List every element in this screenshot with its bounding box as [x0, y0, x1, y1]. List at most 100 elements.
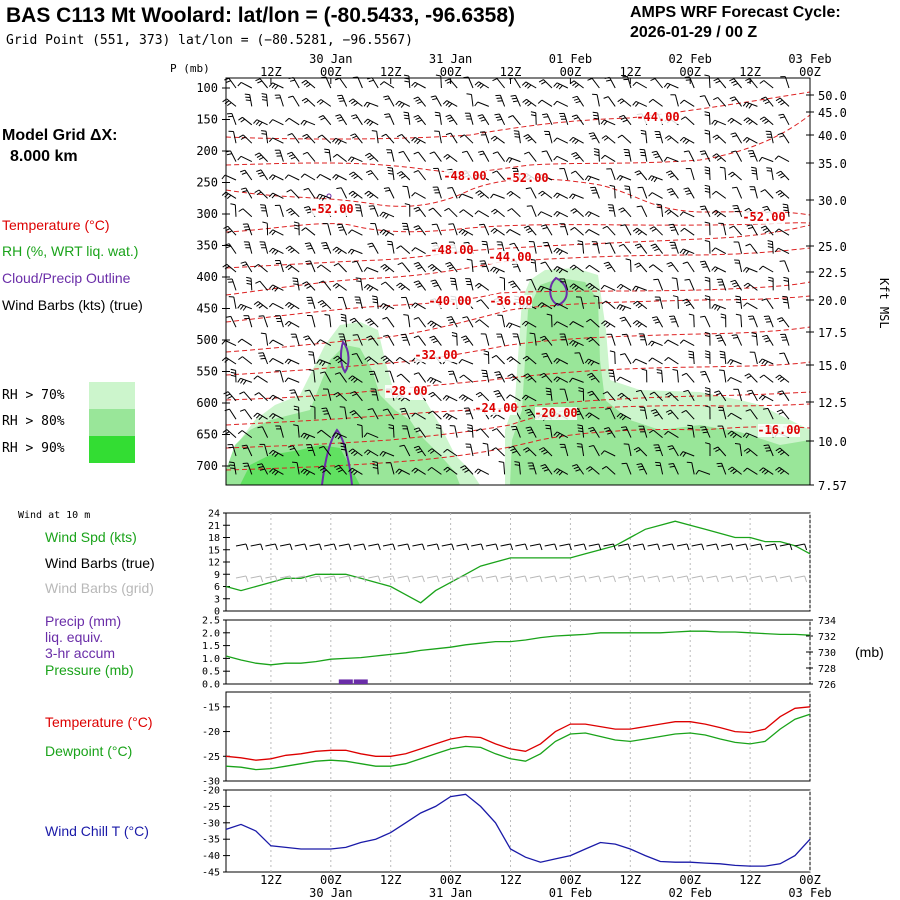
wind-barb-flag: [444, 78, 450, 82]
wind-barb-flag: [656, 203, 662, 206]
bottom-axis-hour-label: 12Z: [380, 873, 402, 887]
wind-barb-flag: [304, 389, 310, 392]
wind-barb: [418, 317, 427, 328]
wind-barb: [749, 409, 758, 420]
wind-barb-flag: [256, 463, 263, 466]
wind-barb-flag: [417, 266, 423, 270]
wind-barb-flag: [602, 225, 608, 230]
wind-barb: [376, 296, 379, 309]
wind-barb-flag: [430, 393, 436, 398]
wind-barb-flag: [462, 316, 468, 319]
wind-barb: [781, 409, 790, 420]
temp-contour-label: -36.00: [489, 294, 532, 308]
wind-barb: [605, 135, 616, 144]
wind-barb-flag: [702, 266, 708, 268]
wind-barb: [752, 315, 758, 328]
bottom-axis-hour-label: 00Z: [679, 873, 701, 887]
wind-barb-flag: [435, 114, 441, 117]
wind-barb-flag: [238, 356, 243, 361]
wind-barb-flag: [286, 207, 291, 212]
wind-barb-flag: [775, 374, 780, 379]
wind-barb-flag: [651, 316, 657, 319]
wind-barb-flag: [442, 413, 448, 418]
wind-barb-flag: [542, 113, 548, 116]
wind10m-barb-flag: [333, 543, 337, 551]
wind-barb-flag: [292, 280, 298, 282]
wind-barb-flag: [719, 353, 725, 356]
wind-barb: [540, 211, 553, 218]
wind-barb: [307, 188, 316, 199]
wind-barb: [556, 266, 569, 273]
wind-barb-flag: [512, 428, 518, 431]
temp-contour-40: [225, 281, 811, 323]
wind-barb-flag: [616, 412, 621, 418]
legend-rh80-swatch: [89, 409, 135, 436]
wind-barb: [368, 356, 379, 365]
wind-barb-flag: [256, 169, 262, 172]
wind-barb-flag: [483, 350, 489, 353]
wind-barb-flag: [777, 376, 783, 381]
top-axis-hour-label: 00Z: [440, 65, 462, 79]
wind-barb-flag: [356, 424, 363, 427]
wind-barb-flag: [255, 280, 261, 284]
wind-barb-flag: [556, 359, 561, 364]
wind-barb-flag: [632, 358, 637, 364]
wind-barb-flag: [682, 452, 687, 457]
wind-barb-flag: [587, 284, 593, 289]
wind-barb-flag: [255, 120, 260, 126]
wind-barb-flag: [274, 452, 279, 458]
wind-barb-flag: [382, 408, 388, 411]
wind-barb: [298, 407, 300, 420]
wind-barb: [546, 150, 553, 162]
wind10m-grid-barb: [765, 575, 776, 579]
wind-barb-flag: [463, 231, 469, 237]
wind-barb-flag: [590, 361, 595, 366]
wind-barb: [592, 427, 600, 438]
wind-barb-flag: [639, 468, 645, 471]
wind-barb-flag: [301, 97, 307, 102]
bottom-axis-date-label: 02 Feb: [669, 886, 712, 900]
wind-barb-flag: [589, 393, 595, 396]
wind-barb-flag: [730, 150, 737, 153]
wind10m-barb-flag: [745, 543, 749, 551]
wind-barb-flag: [227, 395, 233, 399]
wind-barb: [640, 390, 648, 402]
wind-barb-flag: [372, 461, 378, 463]
wind-barb-flag: [779, 378, 785, 383]
wind-barb: [387, 408, 395, 420]
wind-barb-flag: [268, 119, 273, 124]
wind-barb: [309, 242, 316, 254]
wind-barb-flag: [777, 191, 783, 196]
wind-barb: [290, 208, 300, 218]
wind-barb-flag: [242, 380, 247, 385]
wind-barb-flag: [779, 470, 785, 475]
wind-barb-flag: [368, 337, 374, 341]
wind-barb: [391, 241, 395, 254]
wind-barb-flag: [430, 279, 436, 282]
wind-barb-flag: [369, 287, 374, 292]
wind-barb: [510, 356, 521, 365]
wind-barb: [279, 370, 284, 383]
wind-barb: [324, 371, 332, 383]
wind-barb-flag: [648, 264, 654, 269]
wind-barb: [383, 81, 395, 89]
wind-barb-flag: [316, 264, 322, 269]
wind-barb: [244, 169, 253, 181]
wind10m-barb-flag: [686, 543, 690, 551]
wind-barb: [305, 79, 316, 89]
wind-barb: [414, 136, 426, 144]
wind-barb-flag: [679, 451, 684, 456]
wind-barb: [652, 98, 663, 107]
wind-barb: [228, 243, 237, 254]
wind-barb-flag: [475, 319, 480, 324]
wind-barb-flag: [716, 306, 721, 311]
wind-barb-flag: [461, 150, 468, 153]
wind-barb-flag: [353, 452, 358, 456]
wind-barb-flag: [702, 431, 708, 434]
panel-y-tick-label: 1.0: [202, 654, 220, 665]
wind-barb: [607, 96, 616, 107]
wind-barb-flag: [553, 100, 558, 106]
wind-barb-flag: [748, 392, 754, 395]
wind-barb-flag: [507, 373, 513, 377]
wind-barb-flag: [350, 390, 356, 394]
